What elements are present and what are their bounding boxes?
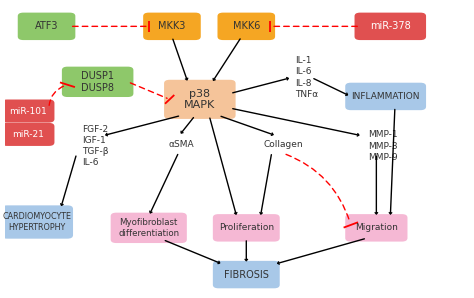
FancyBboxPatch shape	[164, 80, 236, 119]
Text: p38
MAPK: p38 MAPK	[184, 89, 216, 110]
Text: αSMA: αSMA	[168, 140, 194, 149]
Text: miR-21: miR-21	[12, 130, 44, 139]
Text: Proliferation: Proliferation	[219, 223, 274, 232]
FancyBboxPatch shape	[355, 13, 426, 40]
Text: ATF3: ATF3	[35, 21, 58, 31]
FancyBboxPatch shape	[213, 261, 280, 288]
FancyBboxPatch shape	[1, 123, 55, 146]
Text: Myofibroblast
differentiation: Myofibroblast differentiation	[118, 218, 179, 238]
FancyBboxPatch shape	[213, 214, 280, 242]
Text: FGF-2
IGF-1
TGF-β
IL-6: FGF-2 IGF-1 TGF-β IL-6	[82, 125, 109, 167]
FancyBboxPatch shape	[1, 100, 55, 122]
FancyBboxPatch shape	[345, 83, 426, 110]
FancyBboxPatch shape	[18, 13, 75, 40]
Text: DUSP1
DUSP8: DUSP1 DUSP8	[81, 71, 114, 93]
Text: INFLAMMATION: INFLAMMATION	[351, 92, 420, 101]
FancyBboxPatch shape	[218, 13, 275, 40]
Text: miR-378: miR-378	[370, 21, 410, 31]
Text: Migration: Migration	[355, 223, 398, 232]
FancyBboxPatch shape	[1, 205, 73, 239]
FancyBboxPatch shape	[143, 13, 201, 40]
Text: miR-101: miR-101	[9, 106, 47, 116]
FancyBboxPatch shape	[345, 214, 408, 242]
Text: MMP-1
MMP-3
MMP-9: MMP-1 MMP-3 MMP-9	[368, 131, 398, 162]
Text: IL-1
IL-6
IL-8
TNFα: IL-1 IL-6 IL-8 TNFα	[295, 56, 319, 99]
FancyBboxPatch shape	[110, 213, 187, 243]
Text: MKK3: MKK3	[158, 21, 186, 31]
Text: MKK6: MKK6	[233, 21, 260, 31]
Text: Collagen: Collagen	[264, 140, 303, 149]
Text: FIBROSIS: FIBROSIS	[224, 270, 269, 280]
FancyBboxPatch shape	[62, 67, 133, 97]
Text: CARDIOMYOCYTE
HYPERTROPHY: CARDIOMYOCYTE HYPERTROPHY	[3, 212, 72, 232]
